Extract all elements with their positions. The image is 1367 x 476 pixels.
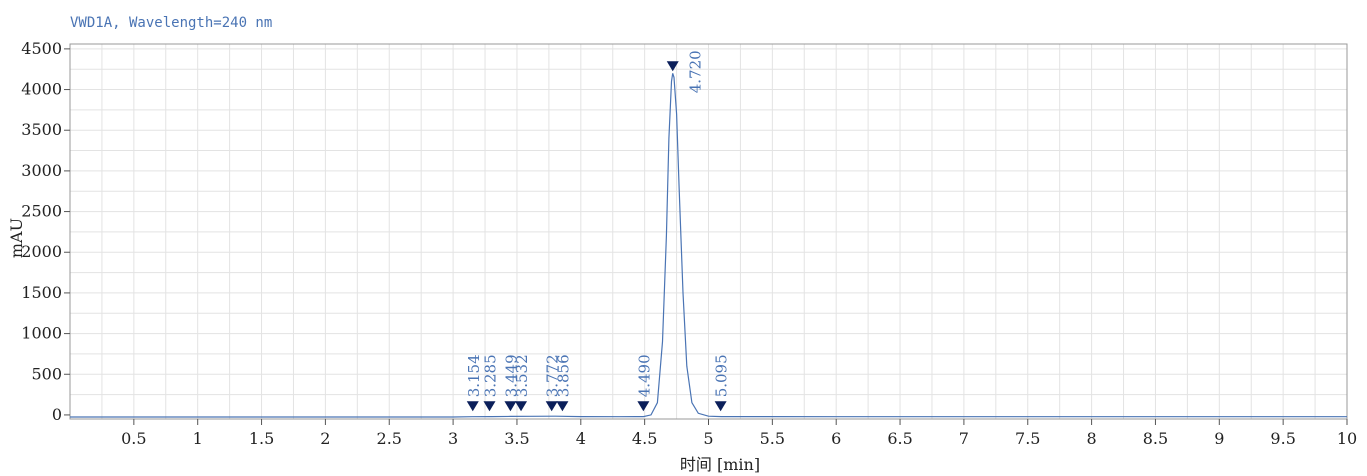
peak-label: 3.154 bbox=[465, 354, 483, 397]
peak-marker bbox=[637, 401, 650, 412]
x-tick-label: 1 bbox=[193, 429, 203, 448]
x-tick-label: 5.5 bbox=[760, 429, 785, 448]
y-tick-label: 0 bbox=[52, 405, 62, 424]
y-tick-label: 2000 bbox=[21, 242, 62, 261]
peak-marker bbox=[666, 61, 679, 72]
x-tick-label: 9.5 bbox=[1270, 429, 1295, 448]
peak-marker bbox=[714, 401, 727, 412]
x-tick-label: 4 bbox=[576, 429, 586, 448]
y-tick-label: 2500 bbox=[21, 202, 62, 221]
y-tick-label: 4000 bbox=[21, 80, 62, 99]
x-tick-label: 9 bbox=[1214, 429, 1224, 448]
peak-label: 4.490 bbox=[635, 354, 653, 397]
peak-label: 3.772 bbox=[544, 354, 562, 397]
y-tick-label: 4500 bbox=[21, 39, 62, 58]
peak-label: 4.720 bbox=[687, 50, 705, 93]
x-axis-label: 时间 [min] bbox=[680, 455, 760, 474]
x-tick-label: 3.5 bbox=[504, 429, 529, 448]
x-tick-label: 7 bbox=[959, 429, 969, 448]
grid bbox=[70, 44, 1347, 419]
x-tick-label: 10 bbox=[1337, 429, 1357, 448]
x-tick-label: 3 bbox=[448, 429, 458, 448]
y-tick-label: 3000 bbox=[21, 161, 62, 180]
chart-title: VWD1A, Wavelength=240 nm bbox=[70, 15, 272, 31]
y-tick-label: 500 bbox=[31, 364, 62, 383]
series-line bbox=[70, 73, 1347, 418]
x-tick-label: 5 bbox=[703, 429, 713, 448]
peak-marker bbox=[504, 401, 517, 412]
x-tick-label: 1.5 bbox=[249, 429, 274, 448]
y-axis-label: mAU bbox=[7, 218, 26, 258]
x-tick-label: 6 bbox=[831, 429, 841, 448]
peak-label: 3.449 bbox=[502, 354, 520, 397]
peak-label: 5.095 bbox=[713, 354, 731, 397]
peak-label: 3.285 bbox=[481, 354, 499, 397]
x-axis: 0.5 1 1.5 2 2.5 3 3.5 4 4.5 5 5.5 6 6.5 7 7.5 8 8.5 9 9.5 1… bbox=[121, 419, 1357, 448]
y-tick-label: 3500 bbox=[21, 120, 62, 139]
peak-marker bbox=[515, 401, 528, 412]
y-axis: 0 500 1000 1500 2000 2500 3000 3500 4000 4500 bbox=[21, 39, 70, 424]
y-tick-label: 1500 bbox=[21, 283, 62, 302]
peak-marker bbox=[545, 401, 558, 412]
peak-marker bbox=[483, 401, 496, 412]
x-tick-label: 6.5 bbox=[887, 429, 912, 448]
x-tick-label: 2.5 bbox=[377, 429, 402, 448]
peak-marker bbox=[466, 401, 479, 412]
x-tick-label: 7.5 bbox=[1015, 429, 1040, 448]
y-tick-label: 1000 bbox=[21, 324, 62, 343]
peak-marker bbox=[556, 401, 569, 412]
peak-label: 3.532 bbox=[513, 354, 531, 397]
x-tick-label: 2 bbox=[320, 429, 330, 448]
x-tick-label: 8.5 bbox=[1143, 429, 1168, 448]
x-tick-label: 0.5 bbox=[121, 429, 146, 448]
x-tick-label: 8 bbox=[1087, 429, 1097, 448]
peak-label: 3.856 bbox=[554, 354, 572, 397]
x-tick-label: 4.5 bbox=[632, 429, 657, 448]
